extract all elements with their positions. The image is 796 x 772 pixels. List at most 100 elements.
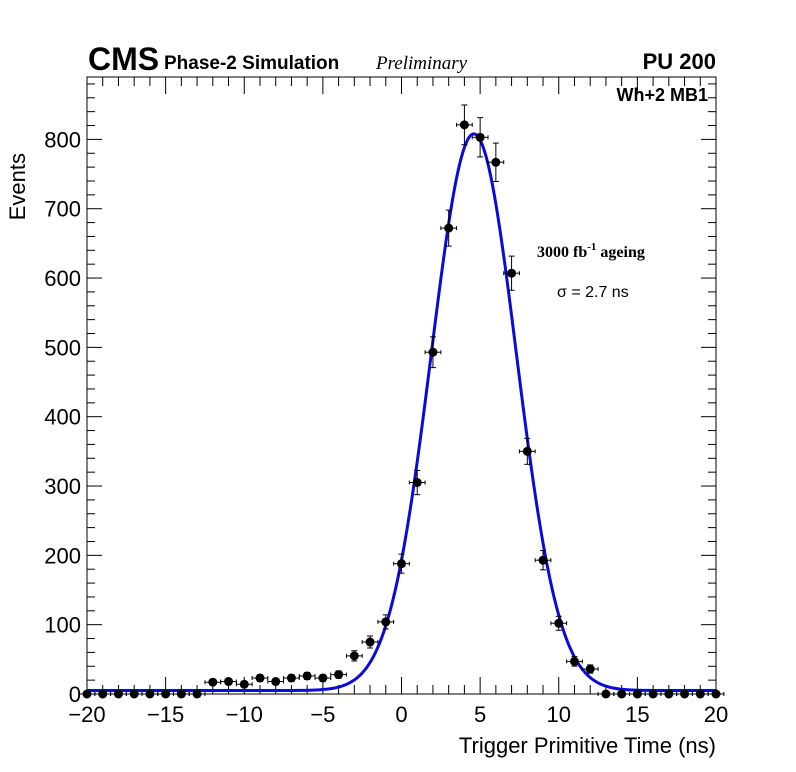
data-point — [503, 255, 520, 291]
data-marker — [680, 689, 690, 699]
data-marker — [428, 347, 438, 357]
data-marker — [255, 673, 265, 683]
gaussian-fit-line — [87, 132, 716, 693]
pileup-label: PU 200 — [643, 49, 716, 74]
data-marker — [444, 223, 454, 233]
data-marker — [98, 689, 108, 699]
data-point — [518, 437, 536, 465]
data-marker — [695, 689, 705, 699]
data-point — [566, 656, 583, 667]
data-marker — [522, 446, 532, 456]
data-marker — [569, 656, 579, 666]
data-marker — [632, 689, 642, 699]
y-tick-label: 700 — [44, 197, 81, 222]
x-tick-label: 15 — [625, 702, 649, 727]
data-marker — [491, 157, 501, 167]
data-marker — [145, 689, 155, 699]
data-point — [424, 336, 442, 369]
data-point — [298, 671, 316, 681]
data-point — [597, 689, 615, 699]
y-tick-label: 400 — [44, 405, 81, 430]
data-marker — [538, 555, 548, 565]
y-tick-label: 600 — [44, 266, 81, 291]
data-point — [377, 614, 395, 630]
data-marker — [617, 689, 627, 699]
data-point — [440, 209, 458, 247]
x-tick-label: 20 — [704, 702, 728, 727]
data-marker — [129, 689, 139, 699]
data-marker — [192, 689, 202, 699]
x-tick-label: −10 — [226, 702, 263, 727]
y-tick-label: 300 — [44, 474, 81, 499]
data-point — [110, 689, 127, 699]
ageing-label: 3000 fb-1 ageing — [537, 241, 645, 261]
data-point — [691, 689, 709, 699]
ageing-value: 3000 fb — [537, 244, 587, 261]
data-marker — [208, 677, 218, 687]
axes: −20 −15 −10 −5 0 5 10 15 20010020030040050060070… — [44, 76, 728, 727]
data-point — [345, 650, 363, 662]
preliminary-label: Preliminary — [375, 53, 468, 74]
data-marker — [664, 689, 674, 699]
ageing-exponent: -1 — [587, 241, 596, 253]
data-marker — [585, 664, 595, 674]
data-point — [172, 689, 190, 699]
data-marker — [397, 559, 406, 569]
phase2-simulation-label: Phase-2 Simulation — [164, 53, 339, 74]
cms-label: CMS — [88, 41, 159, 77]
y-tick-label: 200 — [44, 543, 81, 568]
data-point — [283, 673, 300, 683]
data-point — [204, 677, 222, 687]
data-point — [314, 673, 332, 683]
x-tick-label: 10 — [547, 702, 571, 727]
data-marker — [82, 689, 92, 699]
data-point — [707, 689, 725, 699]
data-marker — [113, 689, 123, 699]
x-tick-label: 0 — [395, 702, 407, 727]
data-point — [330, 670, 347, 680]
data-marker — [459, 120, 469, 130]
data-point — [361, 635, 379, 649]
data-marker — [318, 673, 328, 683]
data-marker — [271, 677, 281, 687]
y-tick-label: 100 — [44, 613, 81, 638]
y-tick-label: 800 — [44, 127, 81, 152]
data-point — [125, 689, 143, 699]
data-point — [471, 117, 489, 158]
y-tick-label: 500 — [44, 335, 81, 360]
chamber-label: Wh+2 MB1 — [616, 85, 708, 105]
data-marker — [412, 478, 422, 488]
y-axis-title: Events — [5, 153, 30, 220]
x-tick-label: −5 — [310, 702, 335, 727]
data-marker — [239, 679, 249, 689]
data-marker — [365, 637, 375, 647]
data-point — [613, 689, 631, 699]
data-point — [550, 615, 568, 631]
data-point — [267, 677, 285, 687]
data-point — [581, 664, 599, 674]
plot-frame — [86, 76, 717, 695]
data-marker — [381, 617, 391, 627]
data-marker — [286, 673, 296, 683]
data-marker — [475, 132, 485, 142]
data-marker — [161, 689, 171, 699]
x-tick-label: −15 — [147, 702, 184, 727]
data-marker — [648, 689, 658, 699]
data-marker — [711, 689, 721, 699]
data-point — [251, 673, 269, 683]
data-marker — [302, 671, 312, 681]
data-point — [534, 550, 552, 571]
data-point — [393, 553, 410, 574]
data-marker — [349, 651, 359, 661]
data-marker — [554, 618, 564, 628]
data-points-group — [78, 104, 725, 699]
data-marker — [176, 689, 186, 699]
data-marker — [507, 268, 517, 278]
x-axis-title: Trigger Primitive Time (ns) — [459, 733, 716, 758]
data-point — [408, 469, 426, 496]
sigma-label: σ = 2.7 ns — [557, 284, 629, 301]
data-marker — [601, 689, 611, 699]
fit-curve-group — [87, 132, 716, 693]
data-point — [235, 679, 253, 689]
